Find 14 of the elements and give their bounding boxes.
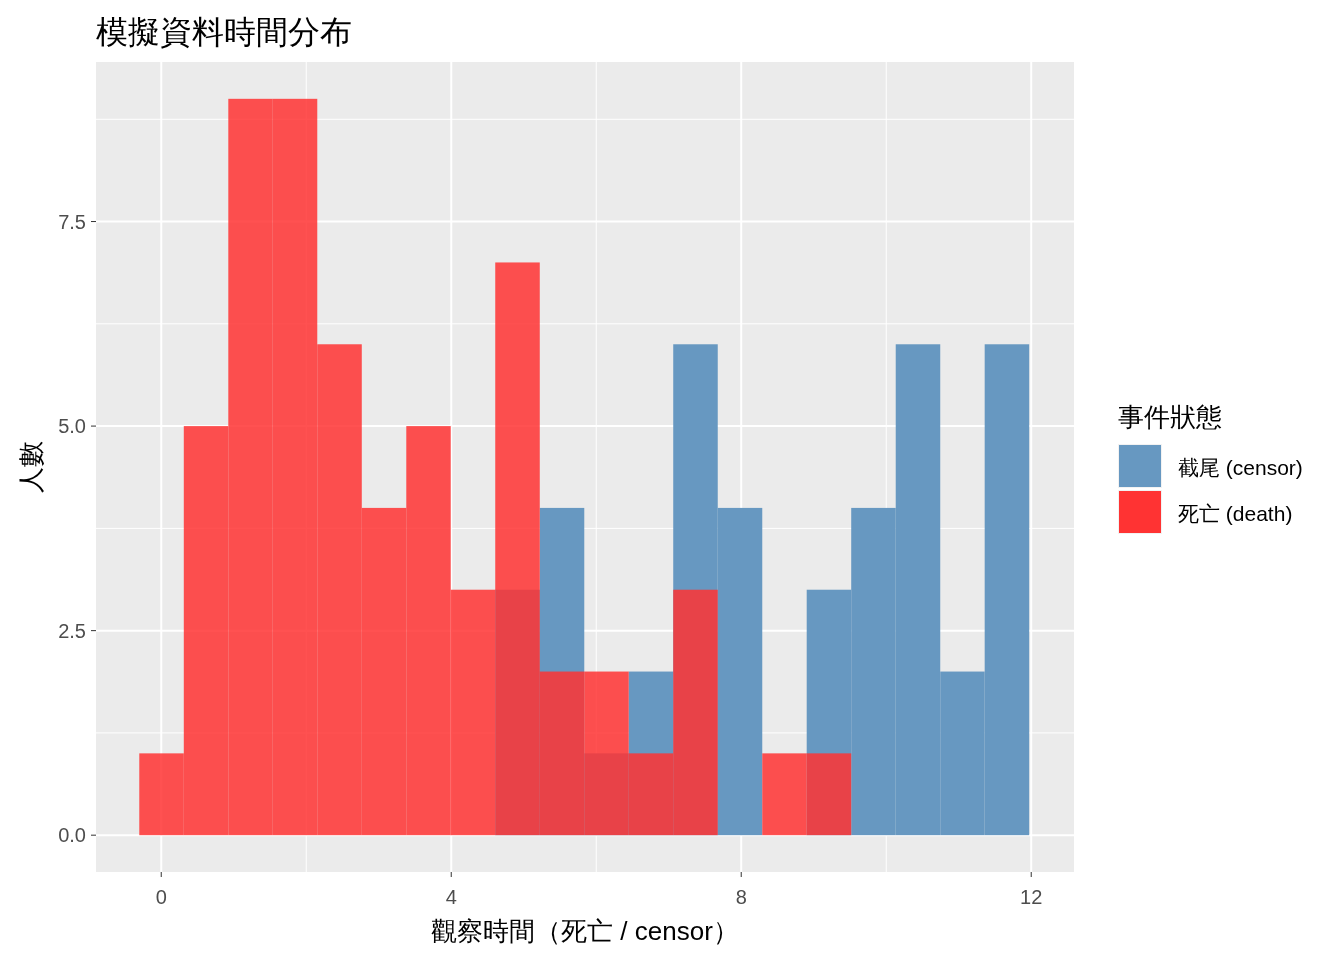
y-tick-label: 2.5	[58, 619, 86, 642]
x-tick-label: 0	[155, 886, 167, 908]
y-tick-label: 0.0	[58, 824, 86, 847]
legend-title: 事件狀態	[1118, 402, 1222, 432]
y-tick-label: 7.5	[58, 210, 86, 233]
chart-title: 模擬資料時間分布	[96, 14, 352, 50]
y-axis-title: 人數	[16, 441, 46, 493]
x-tick-label: 12	[1020, 886, 1043, 908]
x-tick-label: 8	[735, 886, 747, 908]
legend-label: 死亡 (death)	[1178, 502, 1293, 525]
x-tick-label: 4	[445, 886, 457, 908]
x-axis-title: 觀察時間（死亡 / censor）	[431, 916, 739, 946]
legend-label: 截尾 (censor)	[1178, 456, 1303, 479]
y-tick-label: 5.0	[58, 415, 86, 438]
